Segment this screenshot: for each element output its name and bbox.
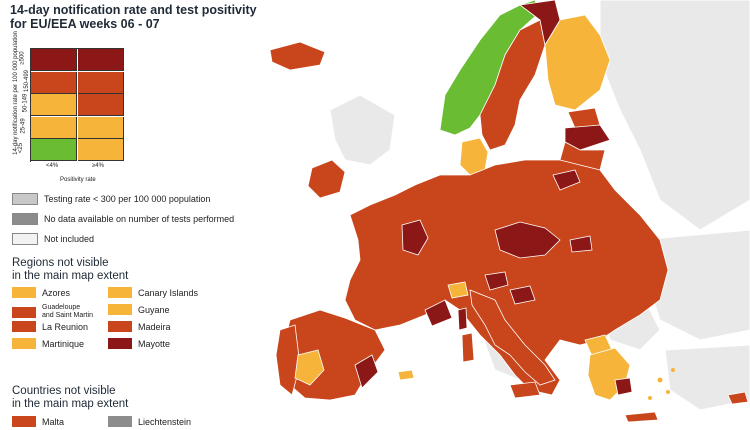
sweden-region — [479, 19, 546, 151]
region-swatch — [108, 338, 132, 349]
region-swatch — [108, 287, 132, 298]
matrix-cell — [77, 71, 124, 94]
poland-north-region — [552, 169, 581, 191]
region-item: Canary Islands — [108, 287, 198, 298]
legend-swatch — [12, 193, 38, 205]
country-item: Malta — [12, 416, 64, 427]
legend-item: Not included — [12, 233, 94, 245]
italy-region — [469, 289, 556, 386]
region-label: La Reunion — [42, 321, 89, 332]
switzerland-region — [447, 281, 469, 299]
region-item: Guyane — [108, 304, 170, 315]
region-label: Guyane — [138, 304, 170, 315]
matrix-y-tick: 25-49 — [20, 117, 27, 134]
region-item: La Reunion — [12, 321, 88, 332]
map-title-line1: 14-day notification rate and test positi… — [10, 3, 257, 17]
legend-matrix — [30, 48, 124, 162]
region-swatch — [108, 321, 132, 332]
regions-title: Regions not visible in the main map exte… — [12, 257, 128, 283]
region-swatch — [12, 321, 36, 332]
legend-label: No data available on number of tests per… — [44, 214, 235, 224]
region-label: Martinique — [42, 338, 85, 349]
spain-madrid-region — [294, 349, 325, 386]
region-swatch — [108, 304, 132, 315]
regions-title-line1: Regions not visible — [12, 257, 109, 269]
france-east-region — [401, 219, 429, 256]
alps-region — [484, 271, 509, 291]
slovenia-region — [509, 285, 536, 305]
north-region — [518, 0, 561, 47]
region-label: Mayotte — [138, 338, 171, 349]
matrix-x-axis-label: Positivity rate — [60, 177, 96, 183]
matrix-cell — [77, 49, 124, 71]
region-swatch — [12, 287, 36, 298]
matrix-cell — [77, 139, 124, 161]
legend-label: Not included — [44, 234, 95, 244]
aegean-islands — [648, 368, 675, 400]
matrix-cell — [31, 71, 77, 94]
legend-item: No data available on number of tests per… — [12, 213, 234, 225]
matrix-y-tick: <25 — [18, 142, 25, 154]
region-label: Madeira — [138, 321, 171, 332]
matrix-cell — [31, 94, 77, 116]
matrix-y-tick: ≥500 — [19, 51, 26, 65]
czechia-region — [494, 221, 561, 259]
matrix-cell — [31, 49, 77, 71]
country-swatch — [12, 416, 36, 427]
map-title-line2: for EU/EEA weeks 06 - 07 — [10, 17, 160, 31]
sicily-region — [509, 381, 541, 399]
crete-region — [624, 411, 659, 423]
country-swatch — [108, 416, 132, 427]
romania-east-region — [569, 235, 593, 253]
latvia-region — [564, 124, 611, 151]
spain-east-region — [354, 354, 379, 389]
matrix-cell — [31, 139, 77, 161]
france-south-region — [424, 299, 453, 327]
legend-swatch — [12, 213, 38, 225]
ireland-region — [307, 159, 346, 199]
region-item: Mayotte — [108, 338, 170, 349]
region-label: Guadeloupe and Saint Martin — [42, 304, 93, 319]
region-item: Azores — [12, 287, 70, 298]
map-title: 14-day notification rate and test positi… — [10, 3, 257, 31]
legend-label: Testing rate < 300 per 100 000 populatio… — [44, 194, 211, 204]
matrix-y-axis-label: 14-day notification rate per 100 000 pop… — [6, 30, 19, 170]
matrix-x-tick: <4% — [46, 163, 59, 169]
matrix-cell — [31, 116, 77, 139]
region-swatch — [12, 306, 36, 318]
region-item: Madeira — [108, 321, 171, 332]
matrix-cell — [77, 116, 124, 139]
finland-region — [544, 14, 611, 111]
estonia-region — [567, 107, 601, 129]
countries-title: Countries not visible in the main map ex… — [12, 385, 128, 411]
countries-title-line2: in the main map extent — [12, 398, 129, 410]
regions-title-line2: in the main map extent — [12, 270, 129, 282]
matrix-cell — [77, 94, 124, 116]
corsica-region — [457, 307, 468, 331]
country-label: Malta — [42, 416, 65, 427]
cyprus-region — [727, 391, 749, 405]
region-label: Canary Islands — [138, 287, 199, 298]
matrix-x-tick: ≥4% — [92, 163, 104, 169]
portugal-region — [275, 324, 301, 396]
iceland-region — [269, 41, 326, 71]
countries-title-line1: Countries not visible — [12, 385, 116, 397]
legend-item: Testing rate < 300 per 100 000 populatio… — [12, 193, 210, 205]
greece-attica-region — [614, 377, 633, 396]
region-label: Azores — [42, 287, 71, 298]
country-item: Liechtenstein — [108, 416, 191, 427]
region-swatch — [12, 338, 36, 349]
region-item: Guadeloupe and Saint Martin — [12, 304, 93, 320]
sardinia-region — [461, 332, 475, 363]
mallorca-region — [397, 369, 415, 381]
region-item: Martinique — [12, 338, 84, 349]
country-label: Liechtenstein — [138, 416, 192, 427]
matrix-y-tick: 50-149 — [22, 93, 29, 113]
legend-swatch — [12, 233, 38, 245]
